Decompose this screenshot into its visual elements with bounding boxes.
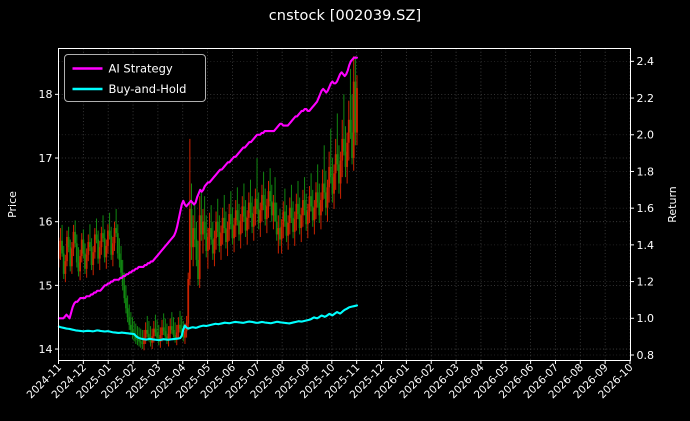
y-axis-right-tick-label: 1.4 bbox=[637, 239, 655, 252]
y-axis-right-tick-label: 1.6 bbox=[637, 202, 655, 215]
y-axis-right-tick-label: 2.2 bbox=[637, 92, 655, 105]
axes-frame bbox=[58, 48, 631, 361]
y-axis-right-tick-label: 2.4 bbox=[637, 55, 655, 68]
candlestick-series bbox=[57, 56, 358, 351]
y-axis-right-title: Return bbox=[666, 186, 679, 223]
series-line-ai-strategy bbox=[57, 56, 359, 320]
y-axis-left-title: Price bbox=[6, 191, 19, 218]
y-axis-right-tick-label: 0.8 bbox=[637, 349, 655, 362]
line-series bbox=[57, 56, 359, 342]
y-axis-right-tick-label: 1.0 bbox=[637, 312, 655, 325]
y-axis-right-tick-label: 2.0 bbox=[637, 129, 655, 142]
y-axis-right-tick-label: 1.8 bbox=[637, 165, 655, 178]
page-title: cnstock [002039.SZ] bbox=[268, 8, 422, 24]
y-axis-left-tick-label: 17 bbox=[39, 152, 53, 165]
axis-ticks bbox=[55, 60, 634, 364]
y-axis-left-tick-label: 15 bbox=[39, 279, 53, 292]
legend-label-buy-and-hold: Buy-and-Hold bbox=[109, 82, 187, 96]
chart-legend[interactable]: AI Strategy Buy-and-Hold bbox=[64, 54, 206, 102]
y-axis-left-tick-label: 14 bbox=[39, 343, 53, 356]
legend-label-ai-strategy: AI Strategy bbox=[109, 62, 173, 76]
y-axis-left-tick-label: 18 bbox=[39, 88, 53, 101]
y-axis-right-tick-label: 1.2 bbox=[637, 275, 655, 288]
series-line-buy-and-hold bbox=[57, 304, 359, 342]
y-axis-left-tick-label: 16 bbox=[39, 216, 53, 229]
